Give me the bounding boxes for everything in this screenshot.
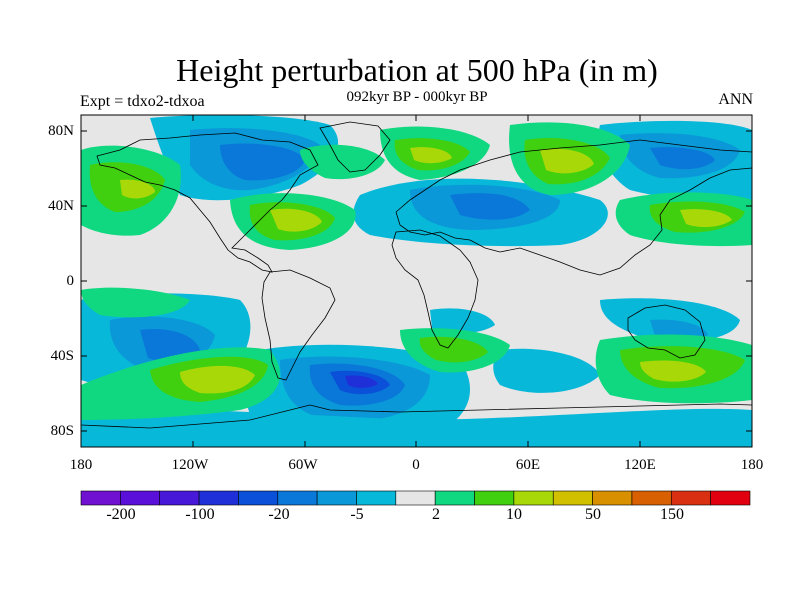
colorbar-box	[356, 490, 397, 506]
colorbar-box	[277, 490, 318, 506]
lon-tick-label: 60E	[515, 457, 541, 473]
lat-tick-label: 80N	[48, 123, 74, 139]
lon-tick-label: 120W	[171, 457, 209, 473]
anomaly-region	[680, 209, 732, 228]
coastline-africa	[391, 229, 479, 349]
colorbar-label: -100	[185, 506, 215, 523]
coastline-greenland	[319, 121, 391, 173]
anomaly-region	[120, 179, 155, 199]
anomaly-region	[493, 348, 600, 393]
anomaly-region	[430, 308, 495, 334]
anomaly-region	[345, 375, 378, 388]
lon-tick-label: 120E	[624, 457, 656, 473]
anomaly-region	[419, 336, 488, 363]
plot-title: Height perturbation at 500 hPa (in m)	[176, 52, 658, 88]
lon-tick-label: 180	[740, 457, 764, 473]
colorbar-label: 50	[585, 506, 601, 523]
colorbar-box	[316, 490, 357, 506]
anomaly-region	[220, 143, 305, 181]
plot-subtitle: 092kyr BP - 000kyr BP	[346, 89, 488, 105]
colorbar-box	[159, 490, 200, 506]
colorbar-box	[395, 490, 436, 506]
experiment-label: Expt = tdxo2-tdxoa	[80, 93, 205, 110]
colorbar-box	[710, 490, 751, 506]
anomaly-region	[81, 408, 752, 447]
colorbar-box	[80, 490, 121, 506]
anomaly-region	[270, 208, 322, 232]
colorbar-label: 150	[660, 506, 684, 523]
lat-tick-label: 80S	[50, 423, 74, 439]
coastline-antarctica	[81, 403, 752, 429]
anomaly-region	[640, 360, 706, 382]
lon-tick-label: 180	[69, 457, 93, 473]
colorbar-label: -5	[350, 506, 364, 523]
colorbar-label: 10	[506, 506, 522, 523]
coastline-north-america	[96, 132, 319, 273]
colorbar-label: -20	[268, 506, 290, 523]
coastlines	[81, 121, 752, 429]
lat-tick-label: 0	[66, 273, 75, 289]
colorbar-label: -200	[106, 506, 136, 523]
colorbar-box	[592, 490, 633, 506]
colorbar-label: 2	[432, 506, 440, 523]
colorbar-box	[120, 490, 161, 506]
anomaly-region	[650, 147, 715, 170]
coastline-south-america	[261, 269, 336, 381]
colorbar-box	[238, 490, 279, 506]
colorbar-box	[434, 490, 475, 506]
anomaly-region	[410, 147, 452, 164]
lat-tick-label: 40N	[48, 198, 74, 214]
colorbar-box	[513, 490, 554, 506]
coastline-australia	[627, 304, 706, 359]
lon-tick-label: 60W	[288, 457, 318, 473]
season-label: ANN	[718, 91, 753, 108]
colorbar-box	[198, 490, 239, 506]
anomaly-region	[81, 287, 190, 318]
axis-ticks	[80, 115, 753, 447]
anomaly-region	[450, 193, 530, 220]
coastline-europe-asia	[395, 139, 752, 276]
anomaly-region	[540, 148, 594, 174]
colorbar	[80, 490, 751, 506]
colorbar-box	[552, 490, 593, 506]
lon-tick-label: 0	[412, 457, 420, 473]
colorbar-box	[631, 490, 672, 506]
colorbar-box	[670, 490, 711, 506]
colorbar-box	[474, 490, 515, 506]
height-anomaly-field	[81, 115, 752, 447]
anomaly-region	[180, 365, 255, 394]
lat-tick-label: 40S	[50, 348, 74, 364]
